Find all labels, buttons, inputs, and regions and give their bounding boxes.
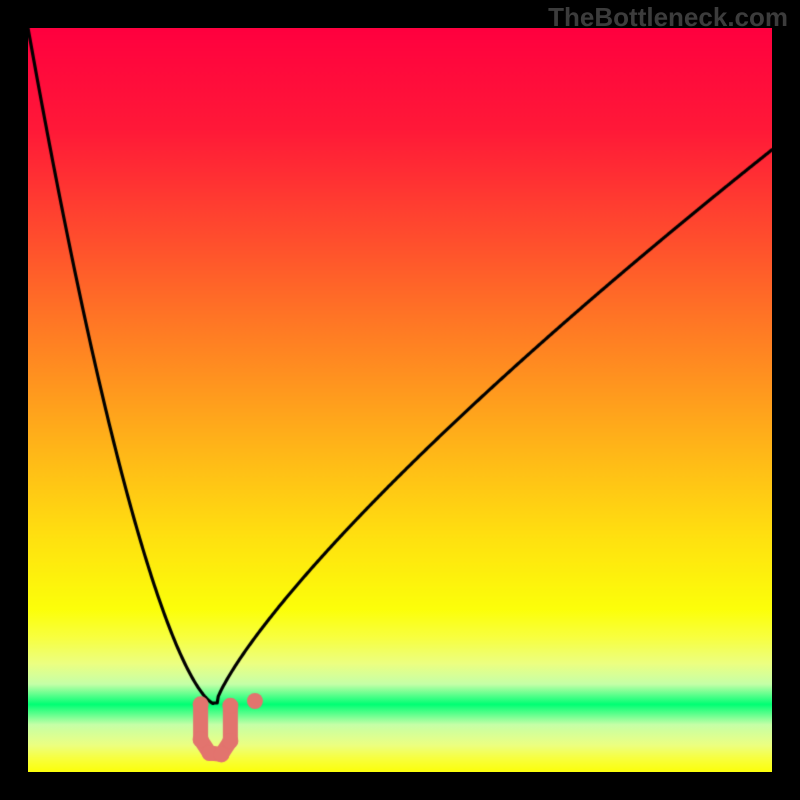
plot-frame [28,28,772,772]
watermark-text: TheBottleneck.com [548,2,788,33]
bottleneck-chart [28,28,772,772]
chart-stage: TheBottleneck.com [0,0,800,800]
